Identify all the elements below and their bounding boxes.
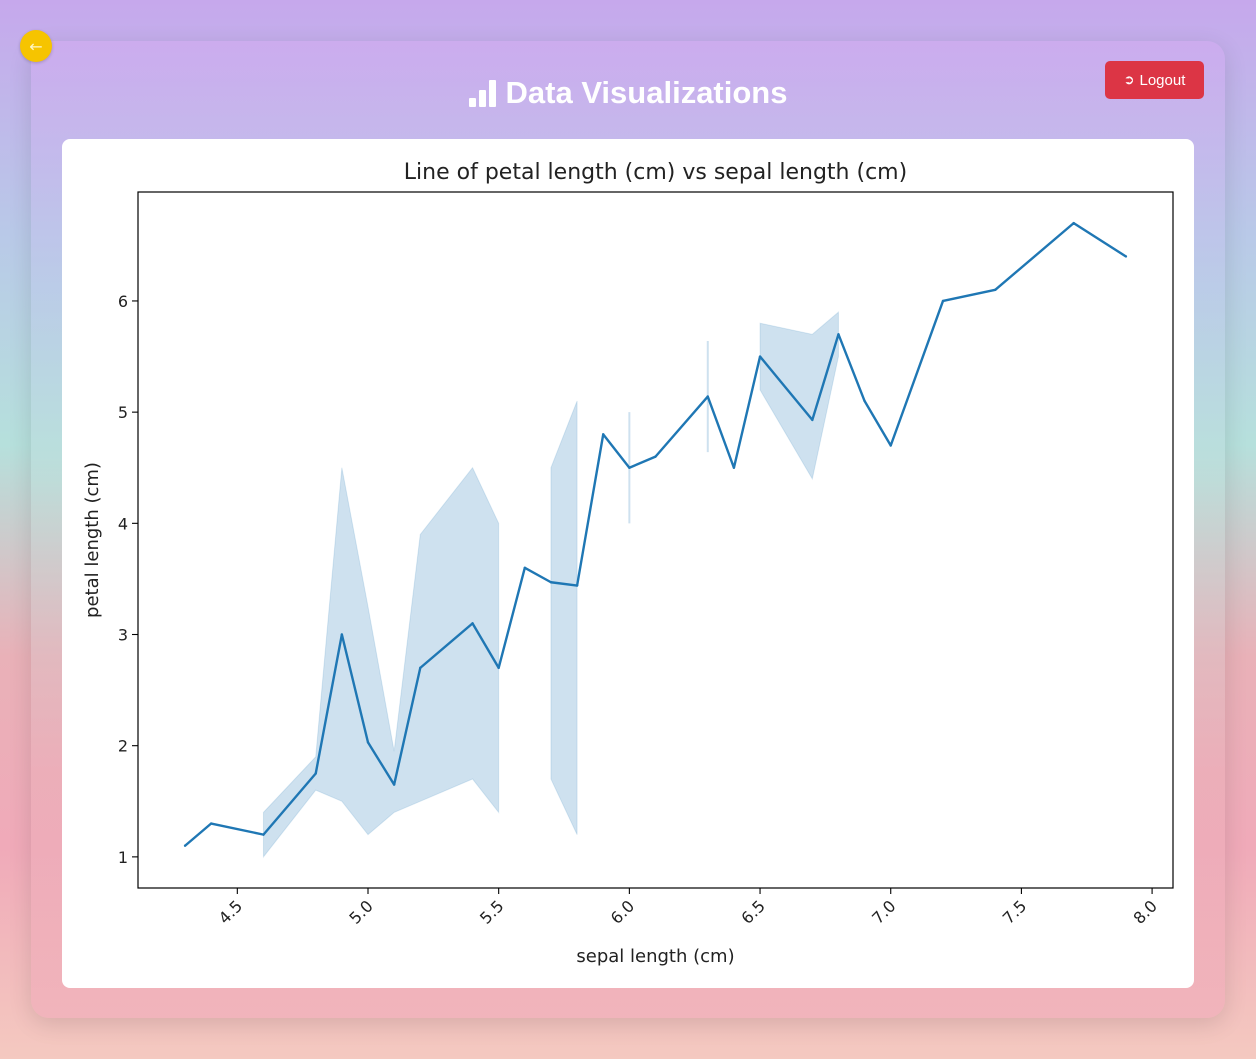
chart-container: 4.5 5.0 5.5 6.0 6.5 7.0 7.5 8.0 1 2 3 4 5 6 Line of … — [62, 139, 1194, 988]
x-tick-label: 7.5 — [999, 896, 1030, 927]
data-point — [602, 433, 605, 436]
y-tick-label: 4 — [118, 514, 128, 533]
y-tick-label: 1 — [118, 848, 128, 867]
data-point — [889, 444, 892, 447]
data-point — [654, 455, 657, 458]
data-point — [1124, 255, 1128, 258]
line-chart: 4.5 5.0 5.5 6.0 6.5 7.0 7.5 8.0 1 2 3 4 5 6 Line of … — [82, 160, 1174, 967]
logout-label: Logout — [1139, 71, 1186, 89]
data-point — [837, 333, 840, 336]
y-axis-label: petal length (cm) — [82, 462, 103, 618]
x-tick-label: 7.0 — [868, 896, 899, 927]
data-point — [392, 783, 396, 786]
x-tick-label: 6.0 — [607, 896, 638, 927]
visualizations-card: Data Visualizations ➲ Logout 4.5 5.0 5.5 6.… — [31, 41, 1225, 1018]
x-tick-label: 8.0 — [1129, 896, 1160, 927]
y-tick-label: 2 — [118, 737, 128, 756]
y-tick-label: 5 — [118, 403, 128, 422]
data-point — [941, 299, 945, 303]
data-point — [262, 833, 265, 836]
arrow-left-icon: ← — [29, 36, 43, 56]
data-point — [471, 622, 474, 625]
data-point — [863, 399, 866, 403]
x-axis-label: sepal length (cm) — [576, 946, 734, 967]
x-tick-label: 4.5 — [215, 896, 246, 927]
axes-frame — [137, 191, 1174, 889]
ci-band — [759, 310, 839, 481]
x-tick-label: 5.0 — [345, 896, 376, 927]
data-point — [811, 418, 814, 422]
data-point — [549, 581, 553, 584]
data-point — [732, 466, 736, 469]
page-title: Data Visualizations — [505, 75, 788, 110]
data-point — [706, 395, 709, 398]
data-point — [628, 466, 631, 469]
ci-band — [550, 400, 578, 835]
data-point — [366, 741, 370, 744]
x-tick-label: 6.5 — [737, 896, 768, 927]
data-point — [523, 566, 527, 569]
logout-icon: ➲ — [1123, 72, 1135, 87]
y-axis: 1 2 3 4 5 6 — [118, 292, 138, 867]
back-button[interactable]: ← — [20, 30, 52, 62]
ci-band — [262, 466, 500, 859]
line-layer — [183, 221, 1128, 847]
data-point — [183, 844, 187, 847]
x-axis: 4.5 5.0 5.5 6.0 6.5 7.0 7.5 8.0 — [215, 888, 1161, 928]
data-point — [575, 584, 579, 587]
data-point — [419, 666, 422, 670]
data-point — [1072, 221, 1075, 225]
chart-title: Line of petal length (cm) vs sepal lengt… — [404, 160, 907, 185]
y-tick-label: 6 — [118, 292, 128, 311]
data-point — [497, 666, 500, 670]
data-point — [209, 822, 213, 825]
data-point — [314, 772, 317, 775]
page-header: Data Visualizations — [31, 75, 1225, 111]
data-point — [758, 355, 762, 358]
data-point — [994, 288, 997, 292]
bar-chart-icon — [468, 79, 496, 107]
logout-button[interactable]: ➲ Logout — [1105, 61, 1204, 99]
data-point — [340, 633, 344, 636]
y-tick-label: 3 — [118, 626, 128, 645]
x-tick-label: 5.5 — [476, 896, 507, 927]
